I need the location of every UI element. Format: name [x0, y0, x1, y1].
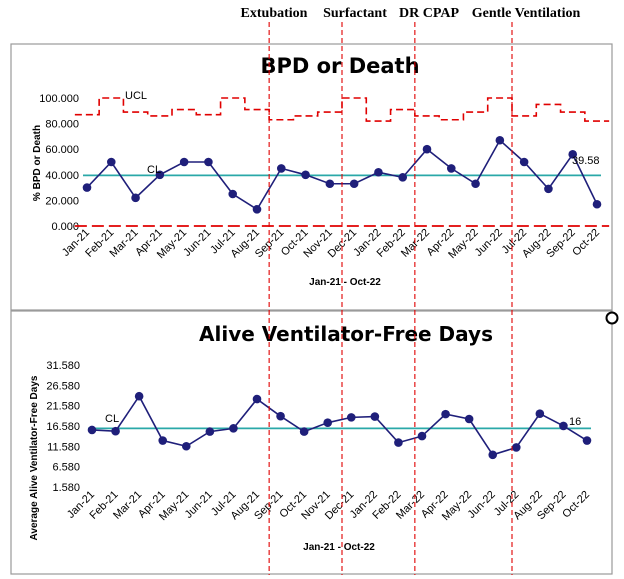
- data-point: [111, 426, 120, 436]
- bpd-cl-value: 39.58: [572, 155, 600, 167]
- data-point: [205, 427, 215, 436]
- data-point: [568, 150, 578, 159]
- data-point: [417, 431, 427, 441]
- y-tick-label: 100.000: [39, 93, 79, 105]
- intervention-label-surfactant: Surfactant: [323, 6, 387, 21]
- data-point: [134, 391, 144, 401]
- data-point: [488, 450, 498, 460]
- data-point: [511, 443, 521, 452]
- data-point: [252, 394, 262, 404]
- data-point: [464, 414, 474, 424]
- data-point: [370, 412, 380, 421]
- vfd-series: [87, 391, 592, 460]
- data-point: [106, 157, 116, 167]
- data-point: [592, 199, 602, 209]
- data-point: [155, 170, 165, 180]
- y-tick-label: 0.000: [51, 221, 79, 233]
- y-tick-label: 26.580: [46, 380, 80, 392]
- data-point: [495, 135, 505, 145]
- bpd-x-axis-label: Jan-21 - Oct-22: [309, 277, 381, 288]
- data-point: [276, 411, 285, 421]
- data-point: [346, 413, 356, 422]
- bpd-annotations: UCL CL 39.58: [125, 90, 600, 176]
- resize-handle[interactable]: [605, 311, 619, 325]
- vfd-x-axis-label: Jan-21 - Oct-22: [303, 542, 375, 553]
- data-point: [374, 167, 383, 177]
- vfd-y-axis-label: Average Alive Ventilator-Free Days: [29, 375, 40, 540]
- y-tick-label: 80.000: [45, 119, 79, 131]
- data-point: [82, 183, 92, 192]
- data-point: [471, 179, 480, 189]
- intervention-lines: [268, 22, 513, 575]
- intervention-label-extubation: Extubation: [241, 6, 308, 21]
- data-point: [229, 424, 238, 433]
- intervention-label-dr-cpap: DR CPAP: [399, 6, 459, 21]
- data-point: [179, 157, 189, 167]
- data-point: [519, 157, 529, 167]
- data-point: [398, 173, 408, 182]
- data-point: [158, 436, 168, 445]
- vfd-cl-value: 16: [569, 416, 581, 428]
- bpd-y-ticks: 0.000 20.000 40.000 60.000 80.000 100.000: [39, 93, 79, 233]
- data-point: [131, 193, 140, 203]
- data-point: [204, 157, 213, 167]
- data-point: [301, 170, 310, 180]
- data-point: [252, 205, 262, 214]
- data-point: [325, 179, 335, 189]
- data-point: [87, 425, 97, 435]
- y-tick-label: 20.000: [45, 195, 79, 207]
- data-point: [441, 409, 450, 419]
- y-tick-label: 21.580: [46, 401, 80, 413]
- data-point: [582, 436, 592, 445]
- y-tick-label: 16.580: [46, 421, 80, 433]
- data-point: [349, 179, 359, 189]
- intervention-label-gentle-ventilation: Gentle Ventilation: [472, 6, 581, 21]
- vfd-chart-title: Alive Ventilator-Free Days: [199, 322, 493, 346]
- data-point: [544, 184, 553, 194]
- intervention-labels: Extubation Surfactant DR CPAP Gentle Ven…: [241, 6, 581, 21]
- vfd-chart-panel: [10, 310, 613, 575]
- data-point: [181, 441, 191, 451]
- data-point: [535, 409, 545, 419]
- vfd-cl-label: CL: [105, 413, 119, 425]
- y-tick-label: 40.000: [45, 170, 79, 182]
- bpd-y-axis-label: % BPD or Death: [32, 125, 43, 201]
- data-point: [228, 189, 238, 199]
- data-point: [446, 164, 456, 173]
- bpd-chart-title: BPD or Death: [260, 54, 419, 78]
- series-line: [91, 394, 588, 456]
- data-point: [394, 438, 403, 447]
- bpd-ucl-label: UCL: [125, 90, 147, 102]
- data-point: [276, 164, 286, 173]
- vfd-y-ticks: 1.580 6.580 11.580 16.580 21.580 26.580 31.580: [46, 360, 80, 494]
- y-tick-label: 60.000: [45, 144, 79, 156]
- data-point: [559, 421, 568, 431]
- y-tick-label: 6.580: [52, 462, 80, 474]
- data-point: [299, 427, 309, 436]
- bpd-cl-label: CL: [147, 164, 161, 176]
- data-point: [422, 144, 432, 154]
- y-tick-label: 11.580: [47, 441, 80, 453]
- vfd-annotations: CL 16: [105, 413, 581, 428]
- y-tick-label: 1.580: [52, 482, 80, 494]
- y-tick-label: 31.580: [46, 360, 80, 372]
- data-point: [323, 418, 333, 427]
